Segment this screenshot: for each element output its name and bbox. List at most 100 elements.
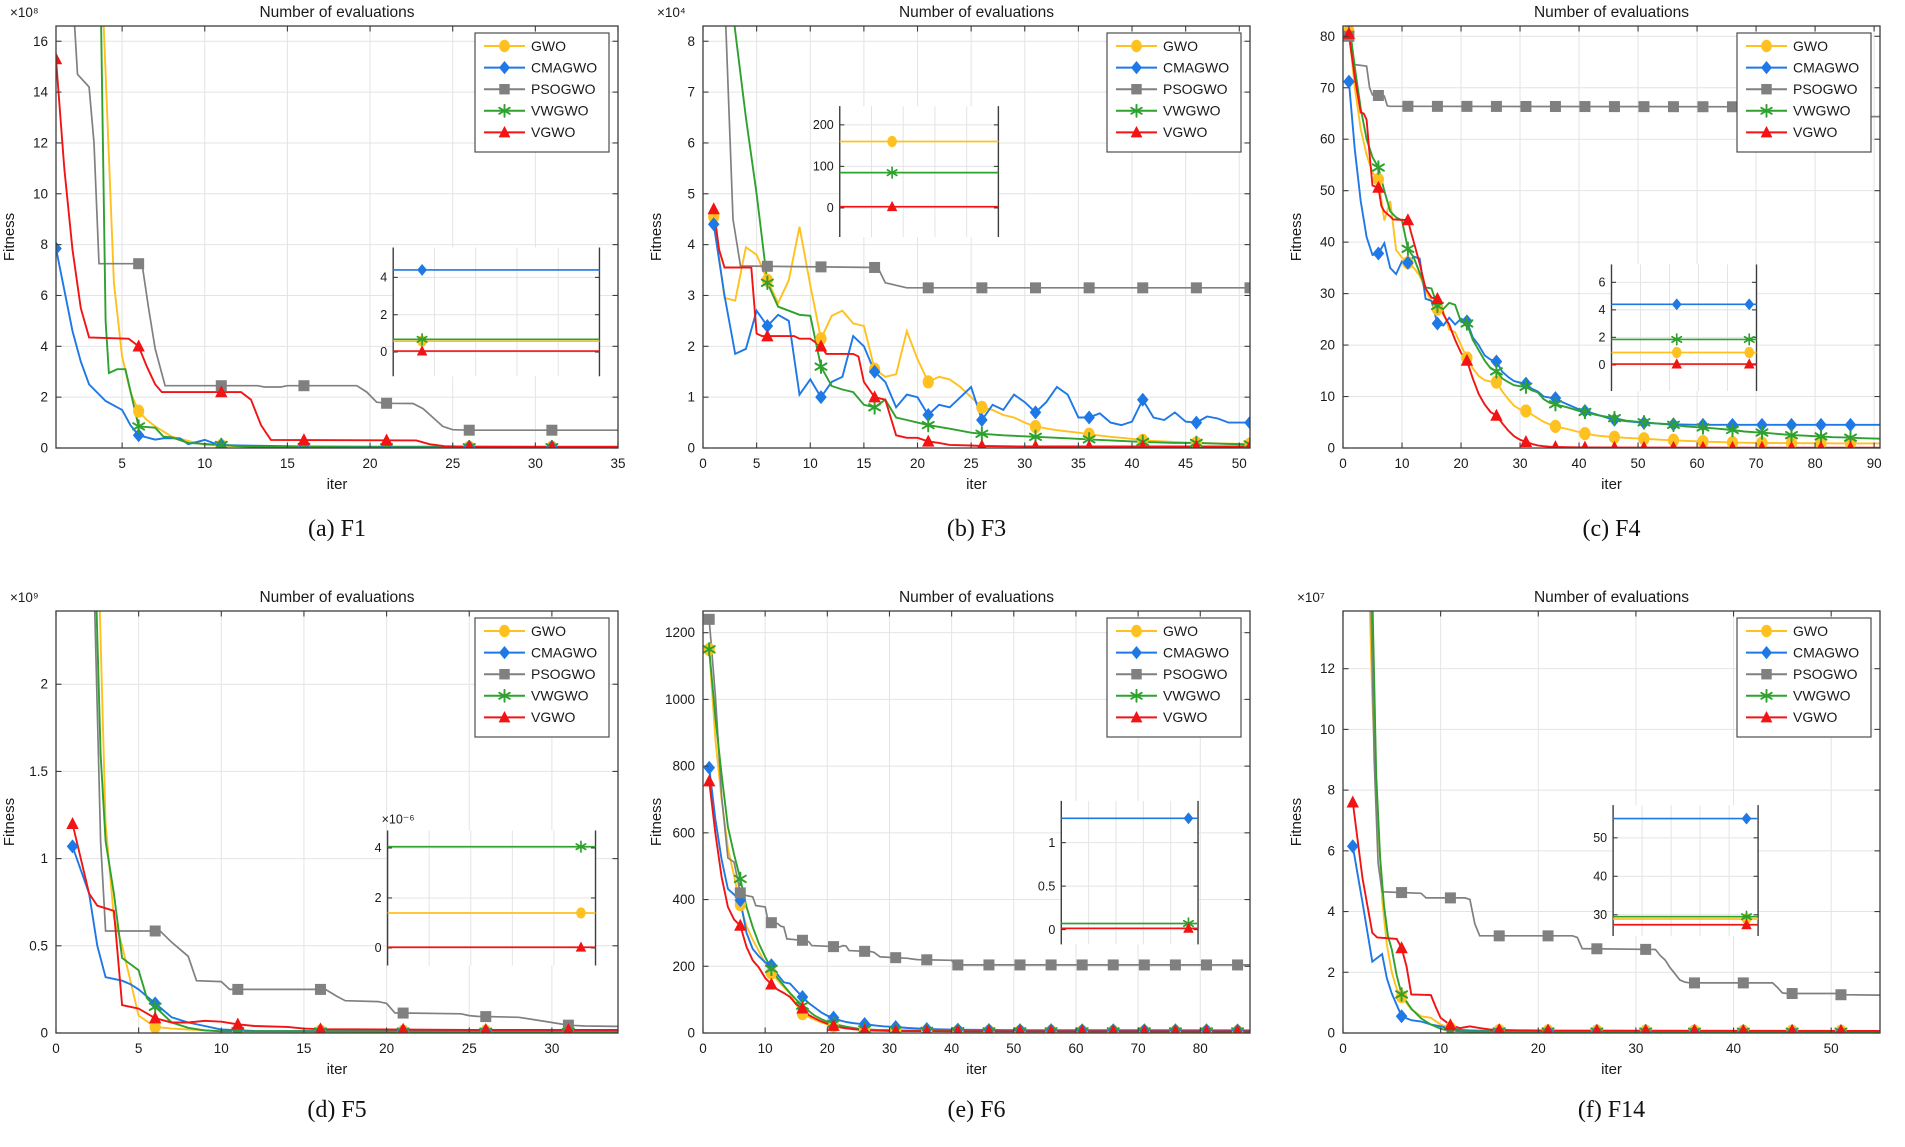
x-axis-label: iter <box>966 476 987 493</box>
marker-diamond <box>796 989 809 1004</box>
svg-text:6: 6 <box>40 288 48 303</box>
marker-triangle <box>1760 125 1773 138</box>
svg-text:1.5: 1.5 <box>29 764 48 779</box>
marker-triangle <box>132 339 145 352</box>
marker-triangle <box>814 339 828 352</box>
legend-label-VGWO: VGWO <box>1163 709 1207 725</box>
marker-circle <box>1520 404 1532 418</box>
svg-text:60: 60 <box>1068 1041 1083 1056</box>
marker-circle <box>1638 432 1650 446</box>
inset-axes: 00.51 <box>1038 800 1199 945</box>
svg-text:10: 10 <box>1320 722 1335 737</box>
marker-triangle <box>1460 353 1474 366</box>
axes-box <box>55 25 619 449</box>
marker-circle <box>1131 624 1142 638</box>
marker-square <box>1169 959 1181 971</box>
chart-a-caption: (a) F1 <box>308 516 366 542</box>
marker-square <box>1549 101 1561 113</box>
svg-text:0: 0 <box>1327 441 1335 456</box>
marker-square <box>381 397 393 409</box>
marker-triangle <box>761 329 774 342</box>
marker-square <box>1835 989 1847 1001</box>
svg-text:10: 10 <box>1433 1041 1448 1056</box>
marker-circle <box>922 375 934 389</box>
svg-text:0: 0 <box>699 1041 707 1056</box>
svg-text:50: 50 <box>1631 456 1646 471</box>
marker-square <box>1726 101 1738 113</box>
marker-diamond <box>1844 417 1857 432</box>
series-markers <box>66 816 575 1033</box>
legend-label-VGWO: VGWO <box>1793 709 1837 725</box>
series-PSOGWO <box>93 611 618 1028</box>
marker-square <box>1737 977 1749 989</box>
subplot-e: 0 10 20 30 40 50 60 70 80 0 200 400 600 800 1000 1200 Nu… <box>640 585 1270 1147</box>
marker-square <box>1638 101 1650 113</box>
marker-square <box>1138 959 1150 971</box>
marker-circle <box>1372 172 1385 186</box>
legend-label-PSOGWO: PSOGWO <box>1793 666 1858 682</box>
svg-text:35: 35 <box>610 456 625 471</box>
marker-triangle <box>1787 440 1796 448</box>
inset-axes: 30 40 50 <box>1593 805 1759 936</box>
marker-circle <box>1667 433 1680 447</box>
marker-triangle <box>1758 440 1766 448</box>
svg-text:70: 70 <box>1749 456 1764 471</box>
marker-square <box>1076 959 1088 971</box>
svg-text:14: 14 <box>33 85 49 100</box>
marker-diamond <box>815 390 827 405</box>
svg-text:5: 5 <box>135 1041 143 1056</box>
subplot-b: 0 5 10 15 20 25 30 35 40 45 50 0 1 2 3 4 5 6 7 8 Number of e… <box>640 0 1270 585</box>
legend-label-VWGWO: VWGWO <box>531 103 589 119</box>
svg-text:40: 40 <box>1125 456 1140 471</box>
marker-triangle <box>1130 710 1143 723</box>
marker-triangle <box>66 816 79 829</box>
series-markers <box>703 613 1245 1033</box>
series-lines <box>56 26 618 448</box>
marker-circle <box>1029 420 1042 434</box>
svg-text:15: 15 <box>856 456 871 471</box>
marker-square <box>546 424 558 436</box>
svg-text:5: 5 <box>687 186 695 201</box>
marker-asterisk <box>1637 414 1651 430</box>
axis-ticks <box>1342 26 1880 449</box>
svg-text:12: 12 <box>1320 661 1335 676</box>
marker-diamond <box>1372 246 1385 261</box>
svg-text:1000: 1000 <box>665 692 695 707</box>
svg-text:8: 8 <box>687 34 695 49</box>
svg-text:400: 400 <box>672 892 695 907</box>
marker-square <box>232 983 244 995</box>
svg-text:15: 15 <box>280 456 295 471</box>
legend-label-VWGWO: VWGWO <box>531 688 589 704</box>
marker-triangle <box>891 1024 901 1033</box>
svg-text:50: 50 <box>1006 1041 1021 1056</box>
marker-triangle <box>1543 1023 1553 1033</box>
svg-text:200: 200 <box>672 959 695 974</box>
svg-text:40: 40 <box>1572 456 1587 471</box>
marker-asterisk <box>575 840 587 853</box>
marker-asterisk <box>498 688 511 703</box>
legend-label-GWO: GWO <box>531 38 566 54</box>
svg-text:200: 200 <box>813 118 834 132</box>
marker-circle <box>976 400 988 414</box>
marker-diamond <box>1744 298 1755 311</box>
legend-label-GWO: GWO <box>1163 38 1198 54</box>
legend-label-CMAGWO: CMAGWO <box>1163 644 1229 660</box>
marker-square <box>734 887 746 899</box>
marker-asterisk <box>1760 103 1773 118</box>
svg-text:5: 5 <box>753 456 761 471</box>
y-axis-label: Fitness <box>1 213 18 261</box>
marker-triangle <box>1760 710 1773 723</box>
svg-text:2: 2 <box>1599 331 1606 345</box>
marker-diamond <box>1815 417 1827 432</box>
marker-triangle <box>547 440 556 448</box>
marker-triangle <box>1817 440 1825 448</box>
marker-asterisk <box>1814 429 1828 444</box>
marker-square <box>1190 282 1202 294</box>
x-axis-label: iter <box>966 1061 987 1078</box>
marker-triangle <box>1669 440 1678 448</box>
marker-triangle <box>498 125 511 138</box>
marker-diamond <box>1671 298 1682 311</box>
